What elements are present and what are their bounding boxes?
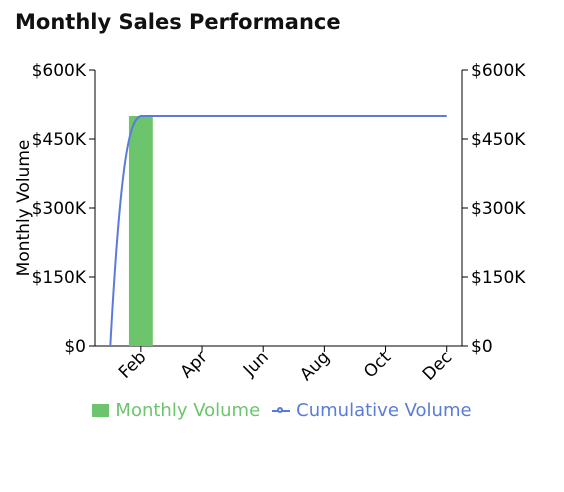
legend-item-cumulative-volume[interactable]: Cumulative Volume <box>272 400 472 421</box>
chart-title: Monthly Sales Performance <box>15 10 341 34</box>
y-tick-label-right: $300K <box>471 199 526 219</box>
x-tick-label: Aug <box>296 347 334 385</box>
y-tick-label-left: $450K <box>32 130 87 150</box>
legend-label-monthly-volume: Monthly Volume <box>115 400 261 421</box>
y-tick-label-right: $150K <box>471 268 526 288</box>
line-marker-swatch-icon <box>272 404 291 418</box>
legend-label-cumulative-volume: Cumulative Volume <box>296 400 472 421</box>
y-axis-title: Monthly Volume <box>14 140 34 277</box>
y-tick-label-right: $450K <box>471 130 526 150</box>
y-tick-label-right: $600K <box>471 61 526 81</box>
x-tick-label: Jun <box>239 347 273 381</box>
y-tick-label-left: $0 <box>64 337 86 357</box>
line-cumulative-volume <box>109 115 447 347</box>
x-tick-label: Oct <box>360 347 395 382</box>
bar-swatch-icon <box>92 404 110 417</box>
y-tick-label-right: $0 <box>471 337 493 357</box>
chart-legend: Monthly Volume Cumulative Volume <box>0 400 564 421</box>
x-tick-label: Apr <box>177 347 212 382</box>
bar-monthly-volume <box>128 116 153 346</box>
x-tick-label: Dec <box>419 347 456 384</box>
x-tick-label: Feb <box>115 347 150 382</box>
y-tick-label-left: $600K <box>32 61 87 81</box>
y-tick-label-left: $300K <box>32 199 87 219</box>
legend-item-monthly-volume[interactable]: Monthly Volume <box>92 400 260 421</box>
y-tick-label-left: $150K <box>32 268 87 288</box>
chart-plot: $0 $0 $150K $150K $300K $300K $450K $450K $600K $… <box>14 61 526 385</box>
